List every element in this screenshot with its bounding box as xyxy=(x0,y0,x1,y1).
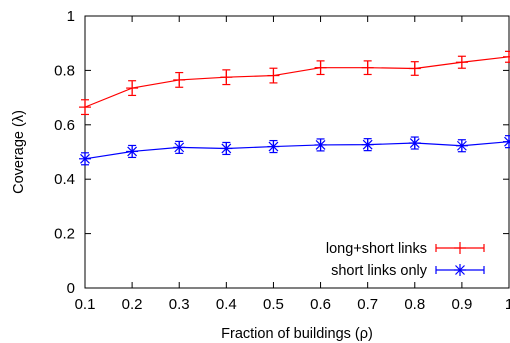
data-point xyxy=(503,135,510,148)
x-axis-title: Fraction of buildings (ρ) xyxy=(221,326,373,342)
series-long-short-links xyxy=(79,50,510,116)
data-point xyxy=(408,137,421,150)
legend-item: short links only xyxy=(331,263,485,279)
data-point xyxy=(79,101,91,114)
x-tick-label: 0.9 xyxy=(451,296,472,313)
x-tick-label: 0.1 xyxy=(75,296,96,313)
data-point xyxy=(503,50,510,63)
x-tick-label: 0.7 xyxy=(357,296,378,313)
y-tick-label: 0.6 xyxy=(54,117,75,134)
data-point xyxy=(314,138,327,151)
plot-frame xyxy=(84,15,510,289)
data-point xyxy=(361,61,374,74)
data-point xyxy=(220,142,233,155)
x-tick-label: 0.6 xyxy=(310,296,331,313)
series-line xyxy=(84,56,510,108)
data-point xyxy=(454,242,466,254)
legend-label: short links only xyxy=(331,263,428,279)
x-tick-label: 0.4 xyxy=(216,296,237,313)
legend: long+short links short links only xyxy=(326,241,485,279)
y-tick-label: 0 xyxy=(67,280,75,297)
y-axis-title: Coverage (λ) xyxy=(11,110,27,194)
y-tick-label: 1 xyxy=(67,8,75,25)
data-point xyxy=(454,264,466,276)
x-tick-label: 0.8 xyxy=(404,296,425,313)
legend-item: long+short links xyxy=(326,241,485,257)
data-point xyxy=(455,56,468,69)
y-tick-label: 0.2 xyxy=(54,226,75,243)
data-point xyxy=(173,141,186,154)
data-point xyxy=(361,138,374,151)
data-point xyxy=(126,145,139,158)
data-point xyxy=(408,62,421,75)
data-point xyxy=(126,82,139,95)
series-line xyxy=(84,141,510,160)
data-point xyxy=(79,152,91,165)
y-axis: 0 0.2 0.4 0.6 0.8 1 xyxy=(54,8,509,297)
data-point xyxy=(267,69,280,82)
series-layer xyxy=(79,50,510,166)
x-tick-label: 0.3 xyxy=(169,296,190,313)
legend-label: long+short links xyxy=(326,241,427,257)
data-point xyxy=(267,140,280,153)
data-point xyxy=(173,73,186,86)
y-tick-label: 0.8 xyxy=(54,62,75,79)
x-tick-label: 0.5 xyxy=(263,296,284,313)
data-point xyxy=(314,61,327,74)
data-point xyxy=(220,71,233,84)
data-point xyxy=(455,139,468,152)
x-tick-label: 1 xyxy=(505,296,510,313)
series-short-links-only xyxy=(79,135,510,166)
x-tick-label: 0.2 xyxy=(122,296,143,313)
y-tick-label: 0.4 xyxy=(54,171,75,188)
x-axis: 0.1 0.2 0.3 0.4 0.5 0.6 0.7 0.8 0.9 1 xyxy=(75,16,510,313)
